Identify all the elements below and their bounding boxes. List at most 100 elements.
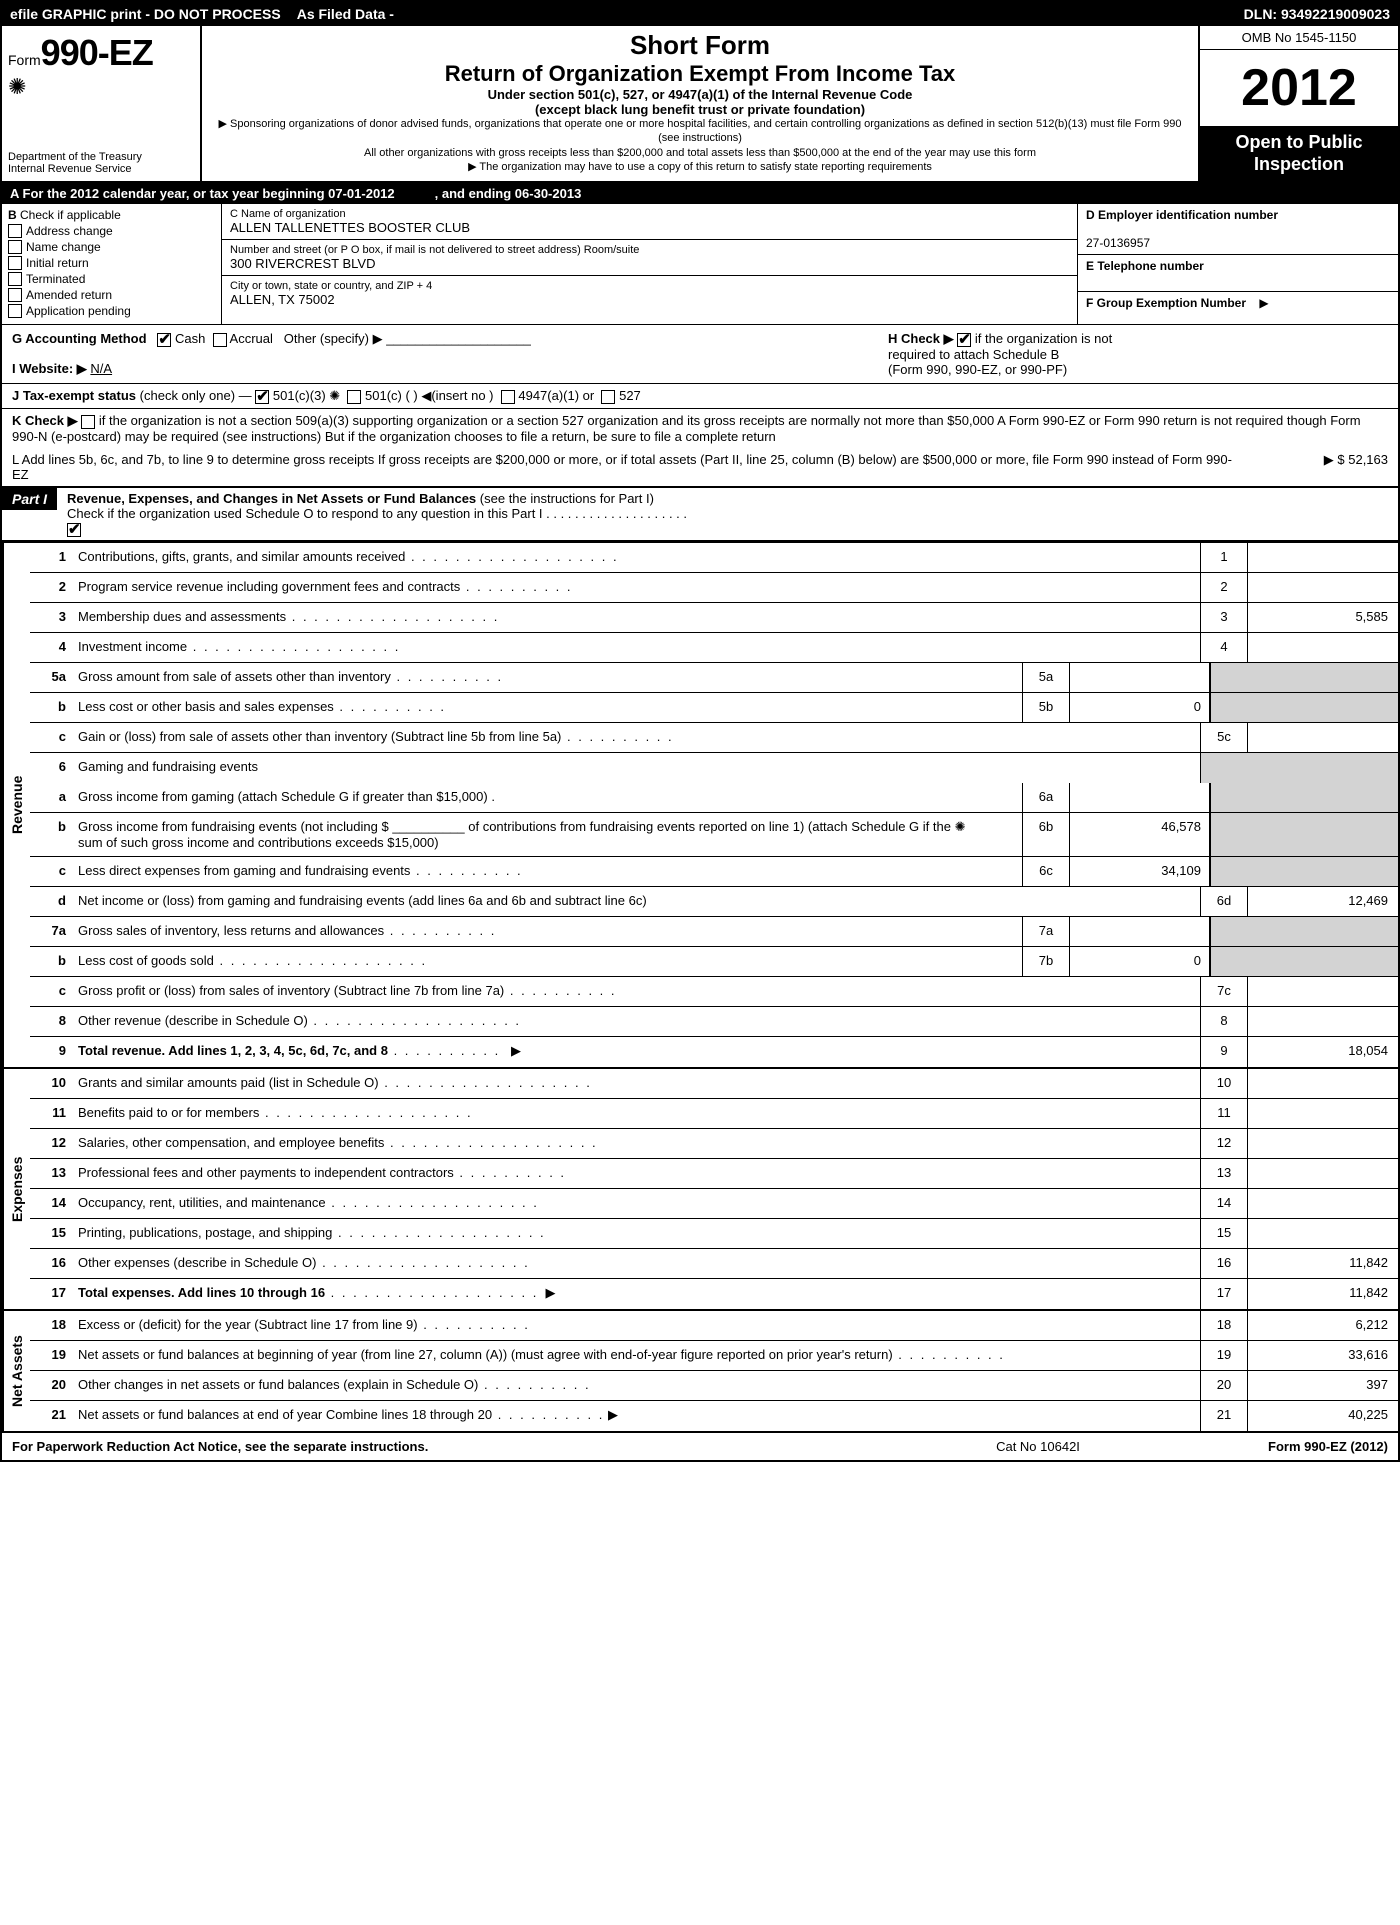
chk-name-change[interactable]	[8, 240, 22, 254]
ln17-text: Total expenses. Add lines 10 through 16	[78, 1285, 325, 1300]
ln14-text: Occupancy, rent, utilities, and maintena…	[78, 1195, 326, 1210]
ln21-num: 21	[30, 1401, 74, 1431]
lbl-name-change: Name change	[26, 240, 101, 254]
tax-year: 2012	[1200, 50, 1398, 126]
ln13-en: 13	[1200, 1159, 1248, 1188]
j-label: J Tax-exempt status	[12, 388, 136, 403]
header: Form990-EZ ✺ Department of the Treasury …	[2, 26, 1398, 183]
lbl-501c3: 501(c)(3)	[273, 388, 326, 403]
ln11-text: Benefits paid to or for members	[78, 1105, 259, 1120]
chk-501c[interactable]	[347, 390, 361, 404]
chk-h-not-required[interactable]	[957, 333, 971, 347]
footer: For Paperwork Reduction Act Notice, see …	[2, 1433, 1398, 1460]
ln13-num: 13	[30, 1159, 74, 1188]
ln6c-sn: 6c	[1022, 857, 1070, 886]
ln11-ev	[1248, 1099, 1398, 1128]
ln3-en: 3	[1200, 603, 1248, 632]
check-if-applicable: Check if applicable	[20, 208, 121, 222]
chk-4947[interactable]	[501, 390, 515, 404]
ln18-text: Excess or (deficit) for the year (Subtra…	[78, 1317, 418, 1332]
ln2-text: Program service revenue including govern…	[78, 579, 460, 594]
ln5b-sn: 5b	[1022, 693, 1070, 722]
ln6c-sv: 34,109	[1070, 857, 1210, 886]
col-b-label: B	[8, 208, 17, 222]
l-arrow: ▶	[1324, 452, 1334, 467]
ln6b-sn: 6b	[1022, 813, 1070, 856]
ln6a-num: a	[30, 783, 74, 812]
ln20-en: 20	[1200, 1371, 1248, 1400]
ln7c-en: 7c	[1200, 977, 1248, 1006]
ln1-text: Contributions, gifts, grants, and simila…	[78, 549, 405, 564]
c-name-value: ALLEN TALLENETTES BOOSTER CLUB	[230, 220, 1069, 235]
row-k: K Check ▶ if the organization is not a s…	[2, 409, 1398, 448]
ln5a-num: 5a	[30, 663, 74, 692]
ln15-en: 15	[1200, 1219, 1248, 1248]
h-text-schedule-b: required to attach Schedule B	[888, 347, 1059, 362]
ln2-ev	[1248, 573, 1398, 602]
c-city-value: ALLEN, TX 75002	[230, 292, 1069, 307]
ln15-ev	[1248, 1219, 1398, 1248]
chk-schedule-o[interactable]	[67, 523, 81, 537]
chk-amended[interactable]	[8, 288, 22, 302]
topbar-center: As Filed Data -	[289, 2, 1236, 26]
ln19-en: 19	[1200, 1341, 1248, 1370]
footer-form-ref: Form 990-EZ (2012)	[1138, 1439, 1388, 1454]
ln6a-sn: 6a	[1022, 783, 1070, 812]
f-group-label: F Group Exemption Number	[1086, 296, 1246, 310]
ln9-ev: 18,054	[1248, 1037, 1398, 1067]
expenses-side-label: Expenses	[2, 1069, 30, 1309]
chk-terminated[interactable]	[8, 272, 22, 286]
chk-cash[interactable]	[157, 333, 171, 347]
f-group-arrow: ▶	[1259, 296, 1268, 310]
topbar-dln: DLN: 93492219009023	[1236, 2, 1398, 26]
ln3-ev: 5,585	[1248, 603, 1398, 632]
d-ein-value: 27-0136957	[1086, 236, 1150, 250]
form-label: Form990-EZ	[8, 52, 153, 68]
ln5c-ev	[1248, 723, 1398, 752]
ln10-text: Grants and similar amounts paid (list in…	[78, 1075, 379, 1090]
ln3-num: 3	[30, 603, 74, 632]
ln12-text: Salaries, other compensation, and employ…	[78, 1135, 384, 1150]
chk-app-pending[interactable]	[8, 304, 22, 318]
ln21-ev: 40,225	[1248, 1401, 1398, 1431]
lbl-501c: 501(c) ( ) ◀(insert no )	[365, 388, 493, 403]
chk-initial-return[interactable]	[8, 256, 22, 270]
ln5a-sv	[1070, 663, 1210, 692]
chk-501c3[interactable]	[255, 390, 269, 404]
ln7a-text: Gross sales of inventory, less returns a…	[78, 923, 384, 938]
chk-k[interactable]	[81, 415, 95, 429]
ln7c-num: c	[30, 977, 74, 1006]
ln7b-sn: 7b	[1022, 947, 1070, 976]
ln12-en: 12	[1200, 1129, 1248, 1158]
ln4-ev	[1248, 633, 1398, 662]
ln14-ev	[1248, 1189, 1398, 1218]
h-check: H Check ▶ if the organization is not req…	[888, 331, 1388, 377]
column-b: B Check if applicable Address change Nam…	[2, 204, 222, 324]
l-value: $ 52,163	[1337, 452, 1388, 467]
ln2-num: 2	[30, 573, 74, 602]
form-number: 990-EZ	[41, 32, 153, 73]
ln7c-ev	[1248, 977, 1398, 1006]
row-g-i-h: G Accounting Method Cash Accrual Other (…	[2, 325, 1398, 384]
net-assets-section: Net Assets 18Excess or (deficit) for the…	[2, 1309, 1398, 1433]
ln5a-sn: 5a	[1022, 663, 1070, 692]
chk-accrual[interactable]	[213, 333, 227, 347]
ln5b-sv: 0	[1070, 693, 1210, 722]
ln17-num: 17	[30, 1279, 74, 1309]
chk-527[interactable]	[601, 390, 615, 404]
dept-treasury: Department of the Treasury	[8, 151, 194, 163]
lbl-address-change: Address change	[26, 224, 113, 238]
ln5b-text: Less cost or other basis and sales expen…	[78, 699, 334, 714]
ln4-num: 4	[30, 633, 74, 662]
h-text-forms: (Form 990, 990-EZ, or 990-PF)	[888, 362, 1067, 377]
revenue-side-label: Revenue	[2, 543, 30, 1067]
ln16-en: 16	[1200, 1249, 1248, 1278]
c-name-label: C Name of organization	[230, 208, 1069, 220]
c-street-value: 300 RIVERCREST BLVD	[230, 256, 1069, 271]
e-tel-label: E Telephone number	[1086, 259, 1204, 273]
j-paren: (check only one) —	[140, 388, 252, 403]
subtitle-section: Under section 501(c), 527, or 4947(a)(1)…	[208, 87, 1192, 102]
chk-address-change[interactable]	[8, 224, 22, 238]
ln19-num: 19	[30, 1341, 74, 1370]
footer-cat-no: Cat No 10642I	[938, 1439, 1138, 1454]
